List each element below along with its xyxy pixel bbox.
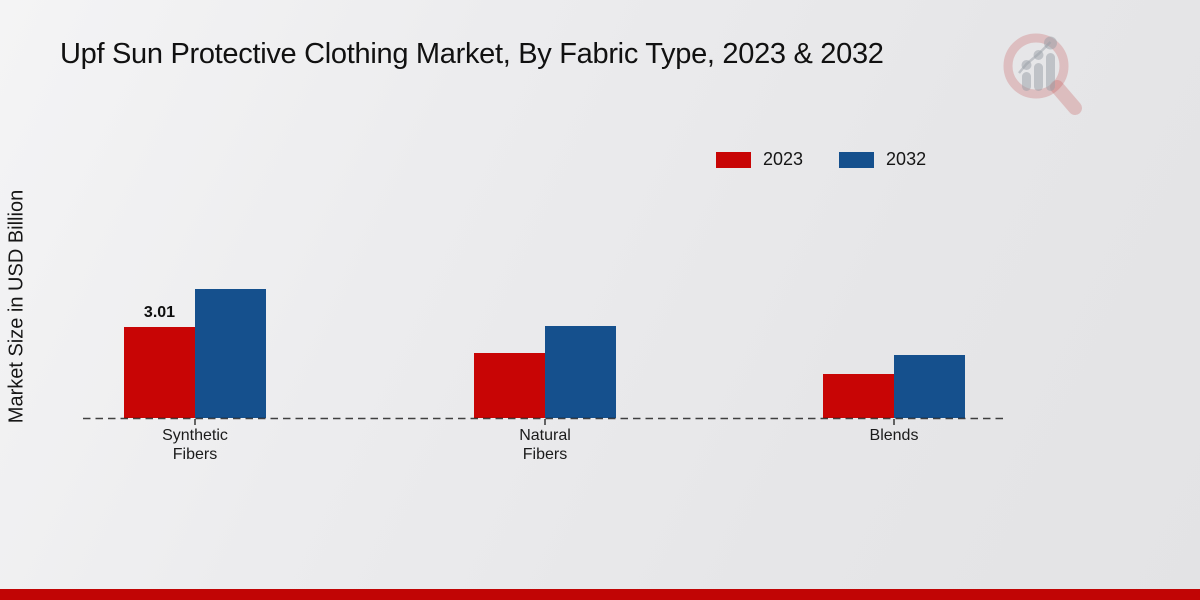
category-label-natural-fibers: Natural Fibers [519,427,571,463]
magnifier-bar-chart-logo-icon [1003,33,1082,115]
legend-item-2023: 2023 [716,149,803,170]
category-label-blends: Blends [869,427,919,444]
data-label-2023-synthetic-fibers: 3.01 [143,304,176,322]
legend: 2023 2032 [716,149,926,170]
bar-2032-natural-fibers [545,326,616,418]
legend-item-2032: 2032 [839,149,926,170]
category-label-synthetic-fibers: Synthetic Fibers [162,427,228,463]
legend-swatch-2023 [716,151,751,168]
bar-2023-natural-fibers [474,353,545,418]
magnifier-ring [1003,33,1069,99]
bar-2023-blends [823,374,894,418]
bar-2032-blends [894,354,965,418]
legend-label-2023: 2023 [763,149,804,169]
logo-trend-line [1018,41,1052,74]
footer-accent-bar [0,589,1200,600]
legend-swatch-2032 [839,151,875,168]
chart-title: Upf Sun Protective Clothing Market, By F… [60,38,884,70]
bar-2023-synthetic-fibers [124,327,195,418]
magnifier-handle [1050,80,1082,115]
bar-2032-synthetic-fibers [195,288,266,418]
legend-label-2032: 2032 [886,149,927,169]
